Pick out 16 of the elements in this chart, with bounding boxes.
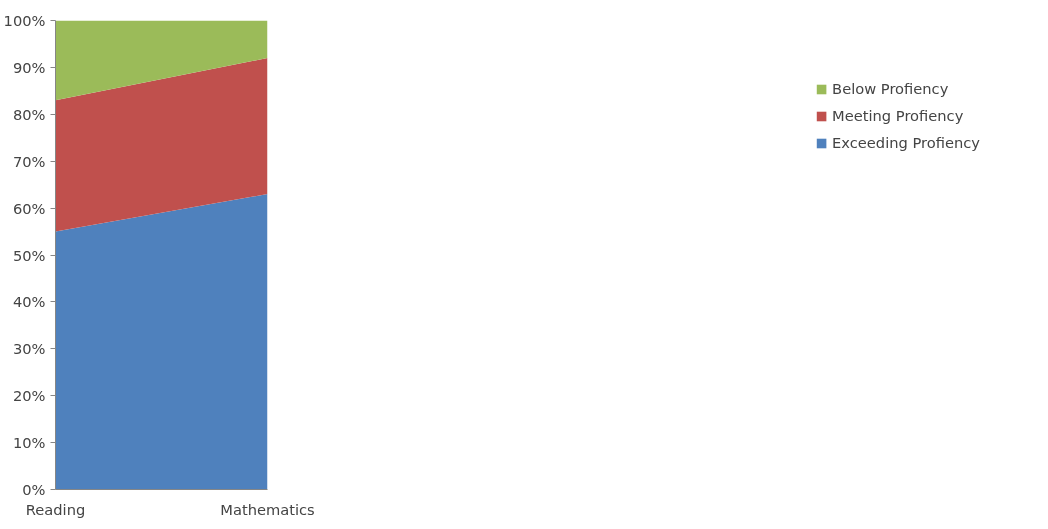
y-tick-label: 10%	[12, 434, 46, 452]
y-tick-label: 100%	[3, 12, 46, 29]
y-tick-label: 90%	[12, 58, 46, 76]
legend-label: Exceeding Profiency	[832, 134, 980, 151]
y-tick-label: 50%	[12, 246, 46, 264]
y-tick-label: 60%	[12, 199, 46, 217]
legend-label: Meeting Profiency	[832, 107, 964, 124]
y-tick-label: 80%	[12, 105, 46, 123]
y-tick-label: 70%	[12, 152, 46, 170]
x-tick-label: Reading	[25, 500, 86, 518]
y-tick-label: 0%	[22, 481, 46, 498]
x-tick-label: Mathematics	[220, 500, 315, 518]
y-tick-label: 20%	[12, 387, 46, 405]
y-tick-label: 40%	[12, 293, 46, 311]
legend-label: Below Profiency	[832, 80, 949, 97]
y-tick-label: 30%	[12, 340, 46, 358]
